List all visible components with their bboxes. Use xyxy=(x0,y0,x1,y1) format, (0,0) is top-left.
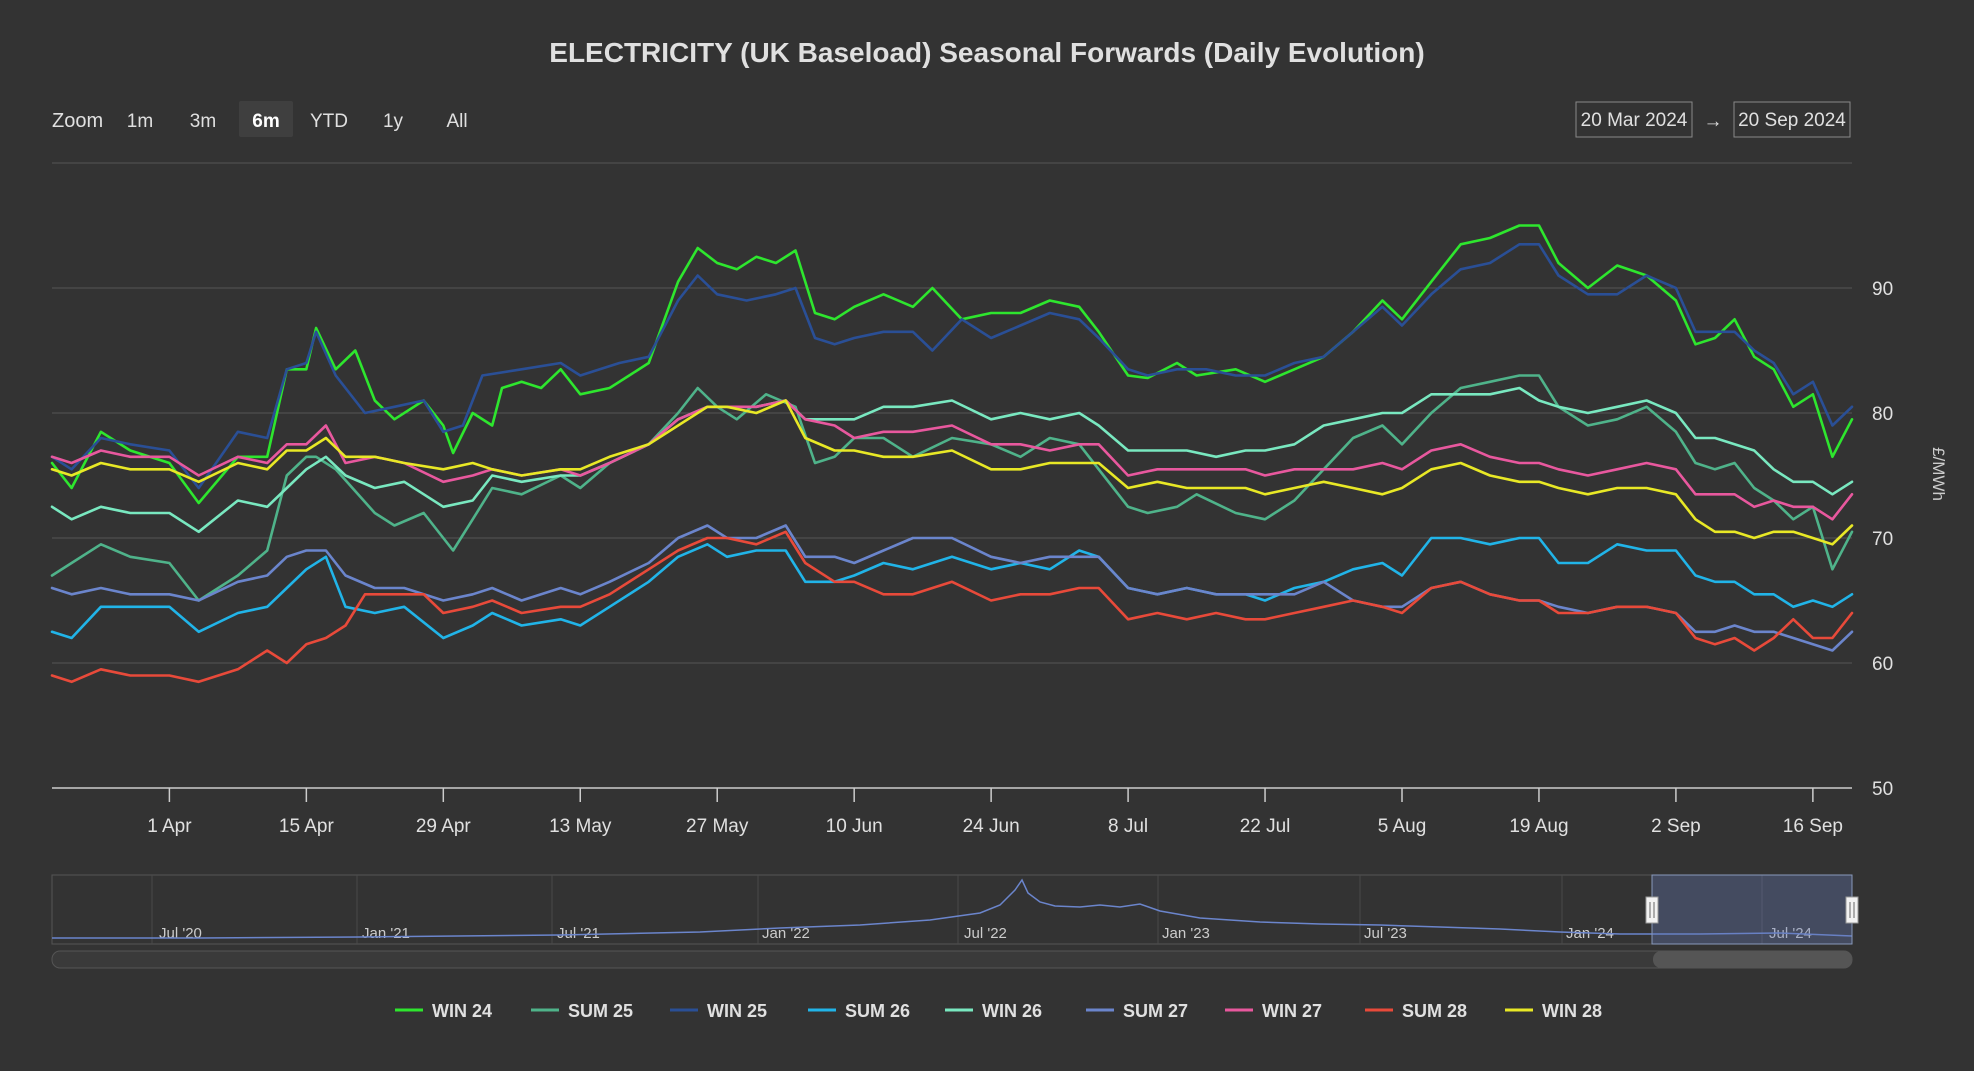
navigator-frame xyxy=(51,874,1853,945)
legend-label: SUM 26 xyxy=(845,1001,910,1021)
range-from-box[interactable] xyxy=(1575,101,1693,138)
chart-title: ELECTRICITY (UK Baseload) Seasonal Forwa… xyxy=(549,37,1424,68)
y-tick-label: 90 xyxy=(1872,279,1893,300)
range-to-input[interactable]: 20 Sep 2024 xyxy=(1738,110,1846,131)
zoom-button-6m[interactable]: 6m xyxy=(252,111,279,132)
navigator-label: Jul '23 xyxy=(1364,925,1407,942)
legend-item-sum-26[interactable]: SUM 26 xyxy=(808,1001,910,1021)
legend: WIN 24 SUM 25 WIN 25 SUM 26 WIN 26 SUM 27 WIN … xyxy=(395,1001,1602,1021)
legend-label: SUM 27 xyxy=(1123,1001,1188,1021)
zoom-button-1y[interactable]: 1y xyxy=(383,111,404,132)
y-tick-label: 50 xyxy=(1872,779,1893,800)
series-line-sum-27[interactable] xyxy=(50,524,1854,652)
x-tick-label: 2 Sep xyxy=(1651,816,1701,837)
legend-item-win-25[interactable]: WIN 25 xyxy=(670,1001,767,1021)
series-line-win-27[interactable] xyxy=(50,399,1854,521)
navigator-handle-left[interactable] xyxy=(1645,896,1659,924)
navigator-label: Jul '22 xyxy=(964,925,1007,942)
legend-label: SUM 25 xyxy=(568,1001,633,1021)
legend-item-sum-25[interactable]: SUM 25 xyxy=(531,1001,633,1021)
x-tick-label: 10 Jun xyxy=(826,816,883,837)
y-tick-label: 70 xyxy=(1872,529,1893,550)
series-line-sum-26[interactable] xyxy=(50,536,1854,640)
series-lines[interactable] xyxy=(50,224,1854,684)
legend-label: WIN 27 xyxy=(1262,1001,1322,1021)
range-to-box[interactable] xyxy=(1733,101,1851,138)
series-line-sum-28[interactable] xyxy=(50,530,1854,684)
series-line-win-28[interactable] xyxy=(50,399,1854,546)
navigator-label: Jan '23 xyxy=(1162,925,1210,942)
y-tick-label: 60 xyxy=(1872,654,1893,675)
zoom-toolbar: Zoom 1m 3m 6m YTD 1y All xyxy=(52,101,468,137)
navigator-label: Jul '20 xyxy=(159,925,202,942)
series-line-win-25[interactable] xyxy=(50,243,1854,490)
y-axis-title: £/MWh xyxy=(1929,447,1948,501)
zoom-button-all[interactable]: All xyxy=(446,111,467,132)
x-tick-label: 16 Sep xyxy=(1783,816,1843,837)
y-axis: 50 60 70 80 90 xyxy=(1872,279,1893,800)
x-tick-label: 5 Aug xyxy=(1378,816,1427,837)
navigator-selection[interactable] xyxy=(1651,874,1853,945)
x-tick-label: 13 May xyxy=(549,816,612,837)
zoom-button-ytd[interactable]: YTD xyxy=(310,111,348,132)
zoom-button-3m[interactable]: 3m xyxy=(190,111,216,132)
legend-item-sum-28[interactable]: SUM 28 xyxy=(1365,1001,1467,1021)
series-line-win-26[interactable] xyxy=(50,386,1854,534)
range-selector: 20 Mar 2024 → 20 Sep 2024 xyxy=(1575,101,1851,138)
x-tick-label: 1 Apr xyxy=(147,816,192,837)
legend-item-win-24[interactable]: WIN 24 xyxy=(395,1001,492,1021)
range-from-input[interactable]: 20 Mar 2024 xyxy=(1581,110,1688,131)
x-axis: 1 Apr 15 Apr 29 Apr 13 May 27 May 10 Jun 24 Ju… xyxy=(52,787,1852,837)
legend-label: WIN 26 xyxy=(982,1001,1042,1021)
x-tick-label: 27 May xyxy=(686,816,749,837)
legend-label: WIN 24 xyxy=(432,1001,492,1021)
navigator-label: Jul '21 xyxy=(557,925,600,942)
y-tick-label: 80 xyxy=(1872,404,1893,425)
series-line-win-24[interactable] xyxy=(50,224,1854,505)
legend-item-win-27[interactable]: WIN 27 xyxy=(1225,1001,1322,1021)
x-tick-label: 15 Apr xyxy=(279,816,335,837)
scrollbar-track[interactable] xyxy=(51,950,1853,969)
range-arrow-icon: → xyxy=(1704,111,1723,132)
legend-label: WIN 28 xyxy=(1542,1001,1602,1021)
legend-item-win-28[interactable]: WIN 28 xyxy=(1505,1001,1602,1021)
legend-item-win-26[interactable]: WIN 26 xyxy=(945,1001,1042,1021)
x-tick-label: 22 Jul xyxy=(1240,816,1291,837)
navigator-label: Jan '22 xyxy=(762,925,810,942)
x-tick-label: 8 Jul xyxy=(1108,816,1148,837)
navigator[interactable]: Jul '20 Jan '21 Jul '21 Jan '22 Jul '22 Jan '… xyxy=(51,874,1859,945)
legend-label: SUM 28 xyxy=(1402,1001,1467,1021)
navigator-handle-right[interactable] xyxy=(1845,896,1859,924)
zoom-button-active-bg xyxy=(239,101,293,137)
zoom-label: Zoom xyxy=(52,110,103,132)
series-line-sum-25[interactable] xyxy=(50,374,1854,602)
legend-item-sum-27[interactable]: SUM 27 xyxy=(1086,1001,1188,1021)
scrollbar[interactable] xyxy=(51,950,1853,969)
x-tick-label: 19 Aug xyxy=(1509,816,1568,837)
zoom-button-1m[interactable]: 1m xyxy=(127,111,153,132)
navigator-label: Jan '21 xyxy=(362,925,410,942)
legend-label: WIN 25 xyxy=(707,1001,767,1021)
scrollbar-thumb[interactable] xyxy=(1653,951,1852,968)
navigator-series xyxy=(52,878,1853,939)
x-tick-label: 29 Apr xyxy=(416,816,472,837)
x-tick-label: 24 Jun xyxy=(963,816,1020,837)
